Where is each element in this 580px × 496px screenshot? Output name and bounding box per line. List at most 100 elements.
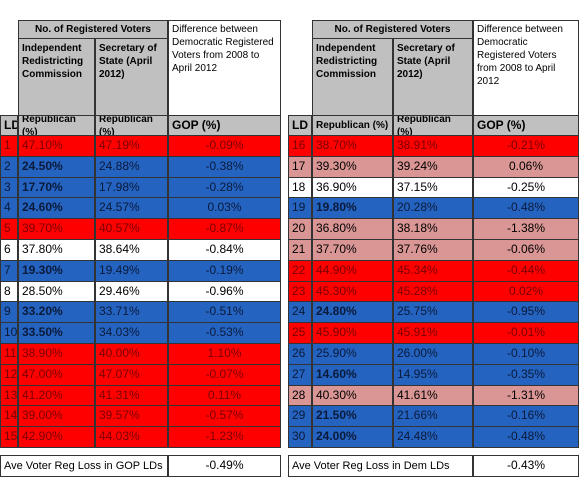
column-label: Republican (%) xyxy=(312,115,393,136)
column-label: LD xyxy=(288,115,312,136)
value-cell: -0.10% xyxy=(473,343,579,365)
district: 1 xyxy=(0,135,18,157)
district: 27 xyxy=(288,363,312,386)
value-cell: 38.64% xyxy=(95,239,168,261)
district: 10 xyxy=(0,322,18,344)
value-cell: -1.38% xyxy=(473,218,579,240)
value-cell: 14.60% xyxy=(312,363,393,386)
value-cell: -1.23% xyxy=(168,426,281,448)
value-cell: 47.07% xyxy=(95,363,168,386)
value-cell: 0.02% xyxy=(473,280,579,303)
column-header: Difference between Democratic Registered… xyxy=(473,20,579,116)
value-cell: 24.80% xyxy=(312,301,393,324)
value-cell: -0.57% xyxy=(168,405,281,428)
value-cell: -0.35% xyxy=(473,363,579,386)
district: 29 xyxy=(288,405,312,428)
value-cell: 44.03% xyxy=(95,426,168,448)
value-cell: 38.18% xyxy=(393,218,473,240)
value-cell: -0.44% xyxy=(473,259,579,282)
district: 18 xyxy=(288,176,312,199)
column-label: Republican (%) xyxy=(393,115,473,136)
value-cell: 37.80% xyxy=(18,239,95,261)
value-cell: 14.95% xyxy=(393,363,473,386)
value-cell: 45.34% xyxy=(393,259,473,282)
column-label: GOP (%) xyxy=(473,115,579,136)
value-cell: -0.48% xyxy=(473,426,579,448)
value-cell: 26.00% xyxy=(393,343,473,365)
district: 11 xyxy=(0,343,18,365)
district: 5 xyxy=(0,218,18,240)
value-cell: 19.80% xyxy=(312,197,393,220)
value-cell: 28.50% xyxy=(18,280,95,303)
value-cell: 24.88% xyxy=(95,155,168,178)
value-cell: 37.70% xyxy=(312,239,393,261)
value-cell: 45.90% xyxy=(312,322,393,344)
value-cell: 37.76% xyxy=(393,239,473,261)
district: 30 xyxy=(288,426,312,448)
value-cell: 47.10% xyxy=(18,135,95,157)
value-cell: -0.21% xyxy=(473,135,579,157)
value-cell: 47.00% xyxy=(18,363,95,386)
value-cell: 39.24% xyxy=(393,155,473,178)
value-cell: -1.31% xyxy=(473,384,579,407)
value-cell: 44.90% xyxy=(312,259,393,282)
value-cell: 33.50% xyxy=(18,322,95,344)
column-label: Republican (%) xyxy=(95,115,168,136)
value-cell: 17.98% xyxy=(95,176,168,199)
district: 23 xyxy=(288,280,312,303)
district: 7 xyxy=(0,259,18,282)
value-cell: 36.90% xyxy=(312,176,393,199)
district: 4 xyxy=(0,197,18,220)
value-cell: -0.96% xyxy=(168,280,281,303)
value-cell: 29.46% xyxy=(95,280,168,303)
value-cell: -0.06% xyxy=(473,239,579,261)
district: 22 xyxy=(288,259,312,282)
column-header: Secretary of State (April 2012) xyxy=(95,38,168,116)
value-cell: 25.90% xyxy=(312,343,393,365)
column-header: Secretary of State (April 2012) xyxy=(393,38,473,116)
footer-value: -0.43% xyxy=(473,455,579,477)
value-cell: 33.71% xyxy=(95,301,168,324)
column-label: GOP (%) xyxy=(168,115,281,136)
value-cell: 45.28% xyxy=(393,280,473,303)
value-cell: 17.70% xyxy=(18,176,95,199)
value-cell: 41.61% xyxy=(393,384,473,407)
value-cell: 39.70% xyxy=(18,218,95,240)
value-cell: 19.30% xyxy=(18,259,95,282)
value-cell: 24.57% xyxy=(95,197,168,220)
value-cell: -0.01% xyxy=(473,322,579,344)
value-cell: 38.90% xyxy=(18,343,95,365)
value-cell: 0.06% xyxy=(473,155,579,178)
district: 13 xyxy=(0,384,18,407)
value-cell: 24.60% xyxy=(18,197,95,220)
value-cell: 1.10% xyxy=(168,343,281,365)
value-cell: 39.57% xyxy=(95,405,168,428)
value-cell: -0.51% xyxy=(168,301,281,324)
value-cell: -0.53% xyxy=(168,322,281,344)
value-cell: 45.30% xyxy=(312,280,393,303)
district: 16 xyxy=(288,135,312,157)
value-cell: 39.00% xyxy=(18,405,95,428)
value-cell: -0.38% xyxy=(168,155,281,178)
value-cell: -0.07% xyxy=(168,363,281,386)
value-cell: 0.11% xyxy=(168,384,281,407)
value-cell: -0.48% xyxy=(473,197,579,220)
value-cell: 38.70% xyxy=(312,135,393,157)
column-header: Difference between Democratic Registered… xyxy=(168,20,281,116)
value-cell: -0.28% xyxy=(168,176,281,199)
value-cell: 41.31% xyxy=(95,384,168,407)
value-cell: -0.25% xyxy=(473,176,579,199)
value-cell: 34.03% xyxy=(95,322,168,344)
column-label: Republican (%) xyxy=(18,115,95,136)
value-cell: 0.03% xyxy=(168,197,281,220)
district: 3 xyxy=(0,176,18,199)
district: 6 xyxy=(0,239,18,261)
value-cell: 39.30% xyxy=(312,155,393,178)
district: 19 xyxy=(288,197,312,220)
value-cell: -0.87% xyxy=(168,218,281,240)
value-cell: 24.48% xyxy=(393,426,473,448)
district: 12 xyxy=(0,363,18,386)
value-cell: -0.95% xyxy=(473,301,579,324)
value-cell: 21.50% xyxy=(312,405,393,428)
